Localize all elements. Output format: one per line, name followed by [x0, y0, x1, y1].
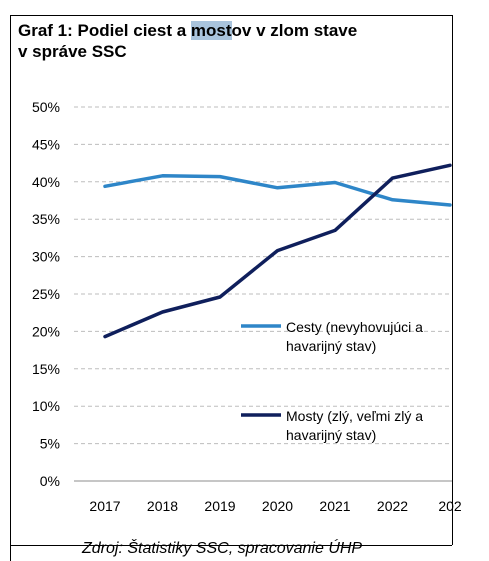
frame-bottom-rule [10, 545, 452, 546]
x-tick-label: 2022 [377, 498, 408, 514]
y-tick-label: 15% [32, 361, 60, 377]
series-line-0 [103, 174, 452, 207]
y-tick-label: 35% [32, 211, 60, 227]
chart-title-line2: v správe SSC [18, 42, 127, 61]
source-note: Zdroj: Štatistiky SSC, spracovanie ÚHP [82, 540, 363, 557]
series-line-1 [103, 163, 452, 339]
legend-label-mosty-line2: havarijný stav) [286, 427, 377, 443]
x-tick-label: 2017 [89, 498, 120, 514]
chart-title-part1: Graf 1: Podiel ciest a [18, 21, 191, 40]
y-tick-label: 5% [40, 436, 60, 452]
y-axis-ticks: 50% 45% 40% 35% 30% 25% 20% 15% 10% 5% 0% [32, 99, 60, 489]
y-tick-label: 25% [32, 286, 60, 302]
x-axis-ticks: 2017 2018 2019 2020 2021 2022 202 [89, 498, 461, 514]
frame-left-rule [10, 15, 11, 561]
y-tick-label: 30% [32, 249, 60, 265]
x-tick-label: 2020 [262, 498, 293, 514]
chart-title-part2: ov v zlom stave [231, 21, 358, 40]
legend-entry-mosty: Mosty (zlý, veľmi zlý a havarijný stav) [286, 407, 466, 445]
x-tick-label: 2021 [319, 498, 350, 514]
y-tick-label: 50% [32, 99, 60, 115]
y-tick-label: 10% [32, 398, 60, 414]
x-tick-label: 202 [438, 498, 462, 514]
y-tick-label: 45% [32, 136, 60, 152]
y-tick-label: 20% [32, 323, 60, 339]
x-tick-label: 2019 [204, 498, 235, 514]
legend-swatches [241, 324, 281, 417]
legend-label-cesty-line2: havarijný stav) [286, 338, 377, 354]
frame-top-rule [10, 15, 452, 16]
chart-title: Graf 1: Podiel ciest a mostov v zlom sta… [18, 20, 448, 62]
legend-label-mosty-line1: Mosty (zlý, veľmi zlý a [286, 408, 424, 424]
chart-title-highlight: most [190, 21, 232, 40]
legend-label-cesty-line1: Cesty (nevyhovujúci a [286, 319, 423, 335]
frame-right-rule [452, 15, 453, 545]
y-tick-label: 40% [32, 174, 60, 190]
series-lines [103, 163, 452, 339]
legend-entry-cesty: Cesty (nevyhovujúci a havarijný stav) [286, 318, 466, 356]
x-tick-label: 2018 [147, 498, 178, 514]
y-tick-label: 0% [40, 473, 60, 489]
